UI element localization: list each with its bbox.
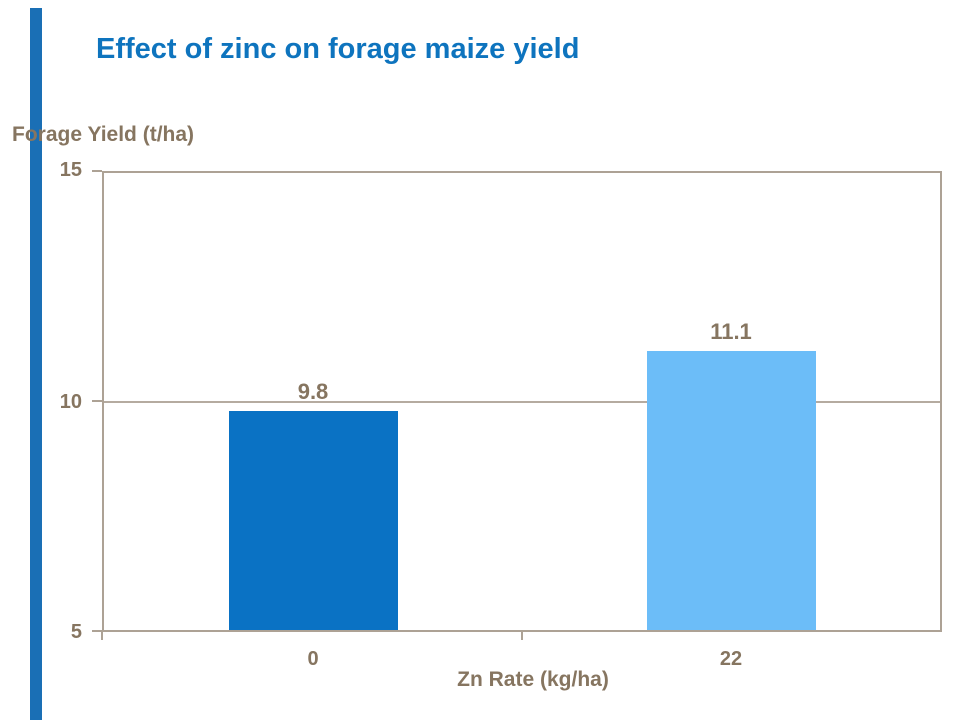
y-tick-mark-10: [92, 400, 102, 402]
x-category-label-22: 22: [719, 648, 743, 670]
bar-0: [228, 410, 398, 630]
x-tick-mark-center: [521, 632, 523, 640]
y-tick-mark-5: [92, 630, 102, 632]
x-tick-mark-left: [101, 632, 103, 640]
bar-value-label-22: 11.1: [710, 319, 752, 345]
y-tick-mark-15: [92, 170, 102, 172]
bar-22: [646, 351, 816, 630]
bar-value-label-0: 9.8: [297, 378, 329, 404]
y-tick-label-5: 5: [70, 621, 82, 643]
chart-title: Effect of zinc on forage maize yield: [96, 33, 580, 65]
y-axis-title: Forage Yield (t/ha): [12, 123, 195, 146]
reference-citation: REF: Majlesy et al - 2012: [685, 695, 958, 720]
gridline-10: [104, 400, 940, 403]
left-accent-stripe: [30, 8, 42, 720]
x-axis-title: Zn Rate (kg/ha): [457, 668, 609, 691]
y-tick-label-15: 15: [59, 159, 82, 181]
x-category-label-0: 0: [307, 648, 319, 670]
y-tick-label-10: 10: [59, 391, 82, 413]
